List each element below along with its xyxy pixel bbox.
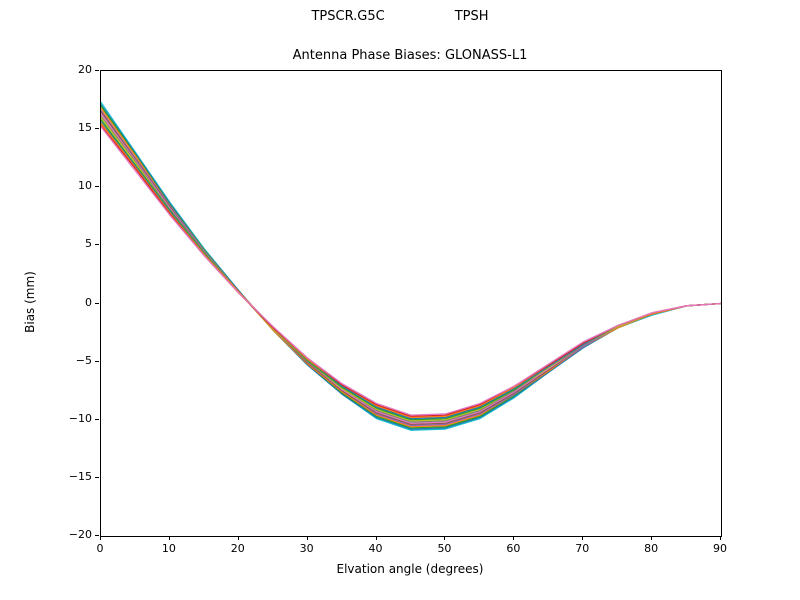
series-line-channel-10 xyxy=(101,119,721,421)
figure-suptitle: TPSCR.G5C TPSH xyxy=(0,9,800,24)
x-tick-mark xyxy=(513,536,515,540)
x-axis-label: Elvation angle (degrees) xyxy=(336,562,484,576)
y-tick-mark xyxy=(95,535,99,536)
series-line-channel-05 xyxy=(101,109,721,427)
y-tick-mark xyxy=(95,244,99,246)
x-tick-mark xyxy=(582,536,584,540)
axes-title: Antenna Phase Biases: GLONASS-L1 xyxy=(292,48,528,63)
series-line-channel-09 xyxy=(101,116,721,422)
y-tick-label: −10 xyxy=(68,411,92,425)
series-line-channel-12 xyxy=(101,122,721,419)
suptitle-antenna: TPSCR.G5C xyxy=(311,9,385,24)
y-tick-mark xyxy=(95,302,99,304)
series-line-channel-04 xyxy=(101,107,721,428)
series-line-channel-06 xyxy=(101,111,721,426)
y-tick-label: 15 xyxy=(78,121,92,135)
x-tick-label: 10 xyxy=(161,542,176,555)
y-tick-label: 5 xyxy=(85,237,92,251)
series-line-channel-11 xyxy=(101,121,721,420)
x-tick-label: 0 xyxy=(96,542,104,555)
y-tick-label: −15 xyxy=(68,469,92,483)
x-tick-mark xyxy=(720,536,721,540)
y-tick-mark xyxy=(95,476,99,478)
x-tick-label: 30 xyxy=(299,542,314,555)
x-tick-mark xyxy=(375,536,377,540)
series-line-channel-07 xyxy=(101,113,721,424)
y-tick-mark xyxy=(95,360,99,362)
x-tick-mark xyxy=(168,536,170,540)
series-line-channel-08 xyxy=(101,115,721,423)
plot-area xyxy=(100,70,722,537)
y-tick-mark xyxy=(95,418,99,420)
y-tick-mark xyxy=(95,186,99,188)
x-tick-label: 20 xyxy=(230,542,245,555)
y-tick-label: 10 xyxy=(78,179,92,193)
y-tick-label: 0 xyxy=(85,295,92,309)
y-tick-mark xyxy=(95,70,99,71)
series-line-channel-01 xyxy=(101,101,721,431)
x-tick-mark xyxy=(444,536,446,540)
x-tick-label: 50 xyxy=(437,542,452,555)
x-tick-mark xyxy=(100,536,101,540)
y-tick-label: −5 xyxy=(75,353,92,367)
x-tick-label: 80 xyxy=(644,542,659,555)
x-tick-mark xyxy=(306,536,308,540)
series-line-channel-03 xyxy=(101,105,721,429)
series-line-channel-14 xyxy=(101,126,721,416)
x-tick-label: 60 xyxy=(506,542,521,555)
line-series-canvas xyxy=(101,101,721,431)
x-tick-label: 90 xyxy=(713,542,727,555)
x-tick-mark xyxy=(651,536,653,540)
x-tick-label: 70 xyxy=(575,542,590,555)
series-line-channel-02 xyxy=(101,104,721,430)
x-tick-label: 40 xyxy=(368,542,383,555)
y-axis-label: Bias (mm) xyxy=(23,271,37,333)
suptitle-dome: TPSH xyxy=(454,9,489,24)
x-tick-mark xyxy=(237,536,239,540)
series-line-channel-13 xyxy=(101,124,721,417)
y-tick-label: −20 xyxy=(68,528,92,541)
y-tick-mark xyxy=(95,128,99,130)
y-tick-label: 20 xyxy=(78,63,92,76)
